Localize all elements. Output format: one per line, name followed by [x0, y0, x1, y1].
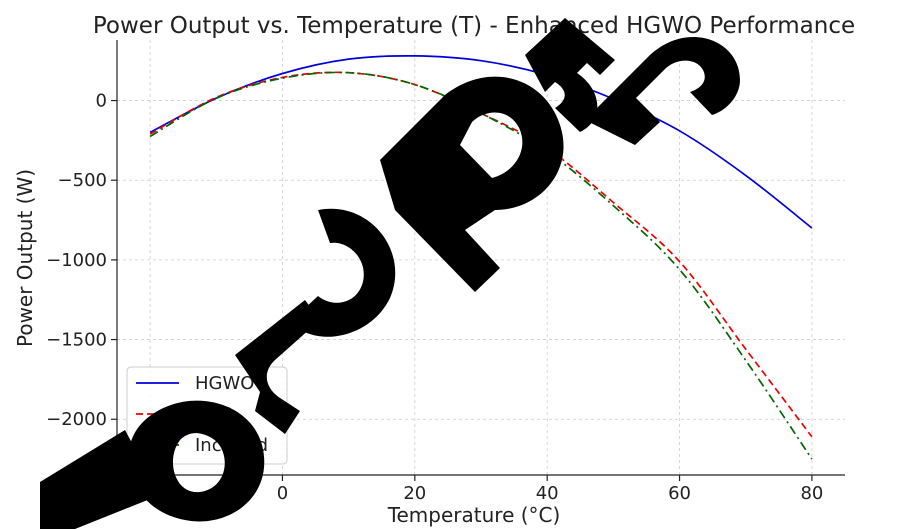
series-layer	[149, 55, 813, 460]
y-tick-label: 0	[96, 91, 107, 112]
y-tick-label: −500	[58, 170, 107, 191]
x-tick-label: 80	[800, 483, 823, 504]
x-tick-label: 20	[403, 483, 426, 504]
chart-title: Power Output vs. Temperature (T) - Enhan…	[93, 13, 855, 39]
x-tick-label: 40	[536, 483, 559, 504]
y-tick-label: −2000	[46, 409, 107, 430]
y-tick-label: −1500	[46, 330, 107, 351]
y-tick-label: −1000	[46, 250, 107, 271]
x-axis-label: Temperature (°C)	[387, 503, 561, 527]
series-line-inccond	[149, 71, 813, 460]
legend-label-hgwo: HGWO	[195, 373, 254, 394]
series-line-hgwo	[149, 55, 813, 229]
x-tick-label: 0	[277, 483, 288, 504]
watermark-text	[40, 18, 740, 529]
y-axis-label: Power Output (W)	[13, 169, 37, 347]
x-tick-label: 60	[668, 483, 691, 504]
